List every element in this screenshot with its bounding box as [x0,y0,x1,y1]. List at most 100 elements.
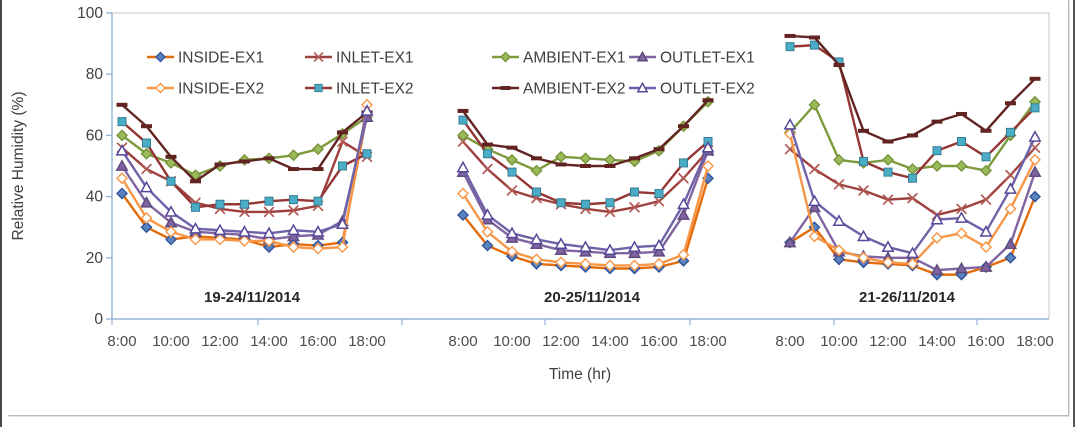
green-diamond-marker-icon [579,152,592,165]
x-cross-marker-icon [833,179,845,190]
open-triangle-marker-icon [636,81,649,93]
purple-triangle-marker-icon [140,195,153,208]
open-triangle-marker-icon [930,212,944,225]
cyan-square-marker-icon [117,117,127,127]
dash-marker-icon [702,98,714,103]
cyan-square-marker-icon [859,156,868,166]
dash-marker-icon [1005,101,1016,106]
open-triangle-marker-icon [652,238,666,251]
open-diamond-marker-icon [628,259,641,272]
open-diamond-marker-icon [238,234,251,247]
blue-diamond-marker-icon [1004,251,1017,264]
y-tick-label: 100 [77,5,103,22]
dash-marker-icon [337,130,348,135]
dash-marker-icon [653,147,665,152]
cyan-square-marker-icon [338,161,347,171]
open-triangle-marker-icon [979,225,993,237]
dash-marker-icon [312,167,324,172]
dash-marker-icon [980,128,992,133]
open-diamond-marker-icon [677,248,690,261]
blue-diamond-marker-icon [140,221,153,234]
cyan-square-marker-icon [630,187,639,197]
open-triangle-marker-icon [832,214,846,226]
open-triangle-marker-icon [262,226,276,239]
cyan-square-marker-icon [679,158,688,168]
open-diamond-marker-icon [189,233,202,246]
x-cross-marker-icon [858,185,869,196]
open-triangle-marker-icon [336,217,349,230]
cyan-square-marker-icon [191,202,200,212]
blue-diamond-marker-icon [833,253,845,266]
dash-marker-icon [190,179,201,184]
open-triangle-marker-icon [554,237,568,249]
dash-marker-icon [288,167,299,172]
x-tick-label: 10:00 [152,333,190,350]
green-diamond-marker-icon [506,153,518,166]
open-triangle-marker-icon [955,211,968,223]
legend-label-inside-ex2: INSIDE-EX2 [178,81,264,98]
legend-label-inlet-ex1: INLET-EX1 [336,50,414,67]
x-cross-marker-icon [882,194,894,205]
cyan-square-marker-icon [240,199,249,209]
blue-diamond-marker-icon [116,187,128,200]
y-axis-title: Relative Humidity (%) [10,91,27,240]
open-triangle-marker-icon [115,143,129,156]
open-diamond-marker-icon [116,172,128,185]
blue-diamond-marker-icon [263,241,275,254]
open-diamond-marker-icon [287,241,300,254]
open-diamond-marker-icon [931,231,943,244]
open-triangle-marker-icon [628,240,641,252]
green-diamond-marker-icon [500,51,511,63]
green-diamond-marker-icon [530,164,543,177]
y-tick-label: 40 [86,189,104,206]
x-cross-marker-icon [629,202,640,213]
green-diamond-marker-icon [312,143,324,156]
dash-marker-icon [506,145,518,150]
open-triangle-marker-icon [505,226,519,239]
x-tick-label: 14:00 [918,333,956,350]
x-tick-label: 10:00 [493,333,531,350]
blue-diamond-marker-icon [165,233,177,246]
x-tick-label: 16:00 [640,333,678,350]
x-tick-label: 12:00 [201,333,239,350]
open-diamond-marker-icon [555,256,567,269]
x-tick-label: 18:00 [1016,333,1054,350]
open-diamond-marker-icon [312,242,324,255]
cyan-square-marker-icon [1006,127,1015,137]
green-diamond-marker-icon [808,98,821,111]
purple-triangle-marker-icon [652,244,666,257]
x-cross-marker-icon [907,192,918,204]
green-diamond-marker-icon [955,160,968,172]
dash-marker-icon [931,119,943,124]
purple-triangle-marker-icon [979,260,993,272]
dash-marker-icon [531,156,542,161]
open-diamond-marker-icon [955,227,968,240]
green-diamond-marker-icon [980,164,992,177]
open-diamond-marker-icon [214,233,226,246]
cyan-square-marker-icon [166,176,176,186]
cyan-square-marker-icon [362,149,372,159]
x-tick-label: 12:00 [542,333,580,350]
cyan-square-marker-icon [981,152,991,162]
open-diamond-marker-icon [1004,202,1017,215]
dash-marker-icon [833,63,845,68]
purple-triangle-marker-icon [636,50,649,62]
open-diamond-marker-icon [702,160,714,172]
cyan-square-marker-icon [883,167,893,177]
open-triangle-marker-icon [906,246,919,259]
open-triangle-marker-icon [360,104,374,116]
open-diamond-marker-icon [336,241,349,254]
purple-triangle-marker-icon [115,159,129,171]
cyan-square-marker-icon [483,149,492,159]
dash-marker-icon [956,111,967,116]
open-diamond-marker-icon [481,225,494,238]
x-tick-label: 8:00 [775,333,804,350]
x-cross-marker-icon [263,206,275,218]
legend-label-ambient-ex1: AMBIENT-EX1 [523,50,626,67]
open-triangle-marker-icon [881,240,895,252]
purple-triangle-marker-icon [628,246,641,259]
open-diamond-marker-icon [579,257,592,270]
x-tick-label: 8:00 [448,333,477,350]
open-triangle-marker-icon [603,243,617,256]
